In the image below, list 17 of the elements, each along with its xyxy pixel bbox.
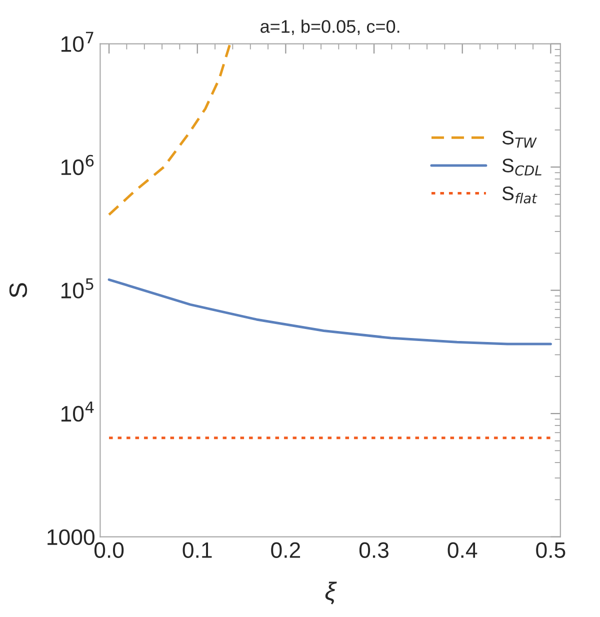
x-tick-label: 0.3 — [359, 542, 388, 558]
x-tick-label: 0.4 — [448, 542, 478, 558]
x-tick-label: 0.5 — [536, 542, 566, 558]
legend-label: S$_{flat}$ — [502, 186, 538, 204]
legend-label: S$_{TW}$ — [502, 130, 537, 148]
y-tick-label: 10$^{5}$ — [61, 278, 94, 298]
y-axis-title: S — [9, 283, 28, 298]
legend-label: S$_{CDL}$ — [502, 158, 542, 176]
x-tick-label: 0.0 — [94, 542, 124, 558]
chart-title: a=1, b=0.05, c=0. — [260, 20, 400, 36]
x-tick-label: 0.2 — [271, 542, 300, 558]
y-tick-label: 10$^{4}$ — [61, 402, 94, 422]
x-tick-label: 0.1 — [182, 542, 212, 558]
y-tick-label: 10$^{6}$ — [61, 154, 94, 176]
x-axis-title: ξ — [325, 582, 337, 604]
y-tick-label: 1000 — [48, 529, 94, 546]
y-tick-label: 10$^{7}$ — [61, 32, 94, 52]
